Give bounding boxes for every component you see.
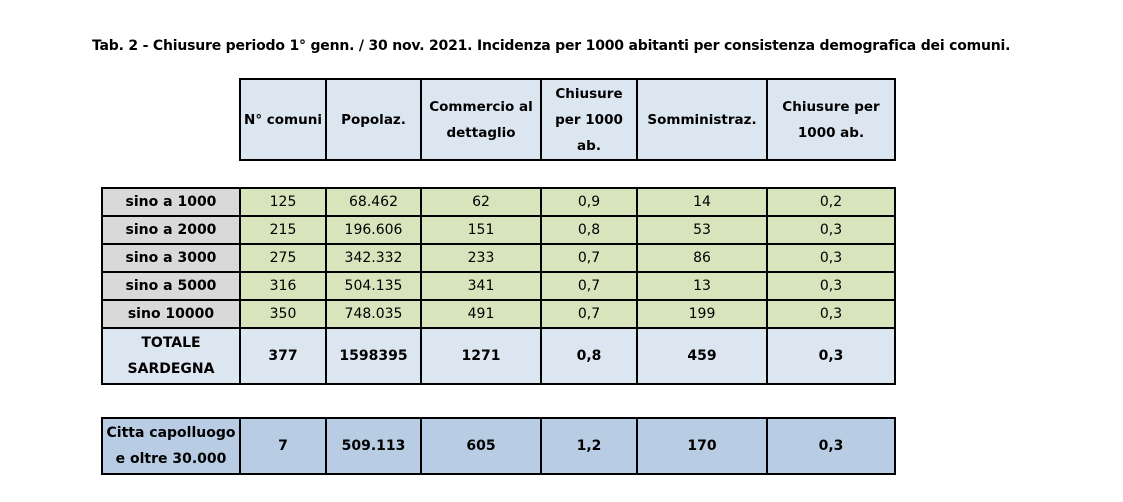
table-cell: 509.113: [325, 417, 422, 475]
table-cell: 748.035: [325, 299, 422, 329]
table-cell: 0,3: [766, 299, 896, 329]
table-cell: 0,3: [766, 243, 896, 273]
table-cell: 7: [239, 417, 327, 475]
table-cell: 316: [239, 271, 327, 301]
table-cell: 68.462: [325, 187, 422, 217]
table-cell: 377: [239, 327, 327, 385]
table-cell: 0,3: [766, 417, 896, 475]
table-cell: 0,3: [766, 271, 896, 301]
total-row: TOTALE SARDEGNA 377 1598395 1271 0,8 459 0,3: [101, 327, 896, 385]
table-cell: 504.135: [325, 271, 422, 301]
row-label: TOTALE SARDEGNA: [101, 327, 241, 385]
data-table: sino a 1000 125 68.462 62 0,9 14 0,2 sino a 200…: [101, 187, 896, 385]
table-cell: 459: [636, 327, 768, 385]
table-cell: 0,7: [540, 271, 638, 301]
table-cell: 170: [636, 417, 768, 475]
table-cell: 151: [420, 215, 542, 245]
table-row: sino a 1000 125 68.462 62 0,9 14 0,2: [101, 187, 896, 217]
table-cell: 0,9: [540, 187, 638, 217]
table-cell: 342.332: [325, 243, 422, 273]
table-cell: 14: [636, 187, 768, 217]
table-cell: 1598395: [325, 327, 422, 385]
capoluogo-table: Citta capolluogo e oltre 30.000 7 509.113 6…: [101, 417, 896, 475]
row-label: sino a 5000: [101, 271, 241, 301]
row-label: sino 10000: [101, 299, 241, 329]
capoluogo-row: Citta capolluogo e oltre 30.000 7 509.113 6…: [101, 417, 896, 475]
table-cell: 1271: [420, 327, 542, 385]
table-cell: 53: [636, 215, 768, 245]
header-cell: Chiusure per 1000 ab.: [540, 78, 638, 161]
table-title: Tab. 2 - Chiusure periodo 1° genn. / 30 …: [92, 38, 1011, 54]
table-row: sino a 2000 215 196.606 151 0,8 53 0,3: [101, 215, 896, 245]
table-cell: 0,8: [540, 327, 638, 385]
table-cell: 0,8: [540, 215, 638, 245]
table-row: sino 10000 350 748.035 491 0,7 199 0,3: [101, 299, 896, 329]
table-cell: 0,7: [540, 243, 638, 273]
header-table: N° comuni Popolaz. Commercio al dettagli…: [239, 78, 896, 161]
header-cell: Popolaz.: [325, 78, 422, 161]
header-cell: N° comuni: [239, 78, 327, 161]
table-cell: 215: [239, 215, 327, 245]
table-cell: 350: [239, 299, 327, 329]
row-label: Citta capolluogo e oltre 30.000: [101, 417, 241, 475]
table-cell: 491: [420, 299, 542, 329]
table-cell: 86: [636, 243, 768, 273]
table-cell: 62: [420, 187, 542, 217]
table-cell: 125: [239, 187, 327, 217]
header-row: N° comuni Popolaz. Commercio al dettagli…: [239, 78, 896, 161]
table-row: sino a 5000 316 504.135 341 0,7 13 0,3: [101, 271, 896, 301]
table-cell: 0,7: [540, 299, 638, 329]
table-cell: 196.606: [325, 215, 422, 245]
row-label: sino a 3000: [101, 243, 241, 273]
row-label: sino a 2000: [101, 215, 241, 245]
table-cell: 0,3: [766, 215, 896, 245]
table-cell: 275: [239, 243, 327, 273]
table-row: sino a 3000 275 342.332 233 0,7 86 0,3: [101, 243, 896, 273]
header-cell: Commercio al dettaglio: [420, 78, 542, 161]
table-cell: 13: [636, 271, 768, 301]
header-cell: Somministraz.: [636, 78, 768, 161]
table-cell: 605: [420, 417, 542, 475]
row-label: sino a 1000: [101, 187, 241, 217]
table-cell: 199: [636, 299, 768, 329]
table-cell: 233: [420, 243, 542, 273]
header-cell: Chiusure per 1000 ab.: [766, 78, 896, 161]
table-cell: 0,3: [766, 327, 896, 385]
table-cell: 341: [420, 271, 542, 301]
table-cell: 1,2: [540, 417, 638, 475]
table-cell: 0,2: [766, 187, 896, 217]
